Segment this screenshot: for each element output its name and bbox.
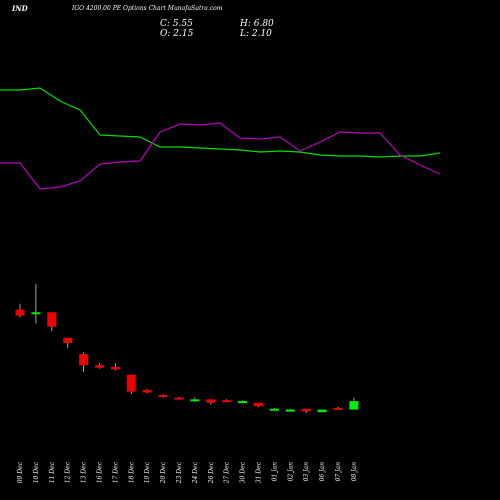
- x-tick-label: 27 Dec: [224, 461, 231, 484]
- x-tick-label: 01 Jan: [271, 462, 278, 482]
- high-value: H: 6.80: [240, 19, 274, 29]
- candle-up: [269, 408, 279, 411]
- indicator-line-1: [0, 87, 441, 158]
- x-tick-label: 24 Dec: [192, 461, 199, 484]
- x-tick-label: 12 Dec: [65, 461, 72, 483]
- candle-down: [110, 366, 120, 370]
- candle-down: [222, 400, 232, 403]
- open-value: O: 2.15: [160, 29, 194, 39]
- x-tick-label: 08 Jan: [351, 462, 358, 482]
- candle-down: [174, 397, 184, 400]
- candle-down: [158, 395, 168, 398]
- candle-up: [31, 312, 41, 315]
- candle-down: [254, 402, 263, 407]
- x-tick-label: 31 Dec: [256, 461, 263, 483]
- x-tick-label: 13 Dec: [81, 461, 88, 483]
- x-tick-label: 03 Jan: [303, 462, 310, 482]
- candle-down: [15, 309, 25, 316]
- x-tick-label: 07 Jan: [335, 462, 342, 482]
- candle-up: [190, 399, 200, 402]
- chart-title: IGO 4200.00 PE Options Chart MunafaSutra…: [72, 5, 223, 12]
- candle-down: [126, 374, 136, 392]
- x-tick-label: 18 Dec: [128, 461, 135, 483]
- candle-down: [79, 354, 89, 366]
- candle-up: [238, 401, 248, 404]
- candle-down: [95, 365, 104, 368]
- x-tick-label: 26 Dec: [208, 461, 215, 484]
- candle-up: [285, 409, 295, 412]
- candle-down: [301, 408, 311, 412]
- x-tick-label: 02 Jan: [287, 462, 294, 482]
- candle-down: [206, 399, 216, 403]
- candle-down: [333, 407, 343, 410]
- x-tick-label: 23 Dec: [176, 461, 183, 484]
- indicator-line-2: [0, 122, 441, 190]
- x-tick-label: 11 Dec: [49, 461, 56, 483]
- candle-up: [349, 401, 359, 410]
- x-tick-label: 20 Dec: [160, 461, 167, 484]
- x-tick-label: 17 Dec: [112, 461, 119, 483]
- x-tick-label: 10 Dec: [33, 461, 40, 483]
- x-tick-label: 06 Jan: [319, 462, 326, 482]
- close-value: C: 5.55: [160, 19, 193, 29]
- candle-down: [63, 337, 73, 343]
- x-tick-label: 16 Dec: [97, 461, 104, 483]
- low-value: L: 2.10: [240, 29, 272, 39]
- candle-down: [47, 312, 57, 327]
- x-tick-label: 19 Dec: [144, 461, 151, 483]
- x-tick-label: 09 Dec: [17, 461, 24, 483]
- x-tick-label: 30 Dec: [240, 461, 247, 483]
- candle-up: [317, 409, 327, 413]
- candle-down: [142, 389, 152, 393]
- symbol-label: IND: [12, 4, 28, 13]
